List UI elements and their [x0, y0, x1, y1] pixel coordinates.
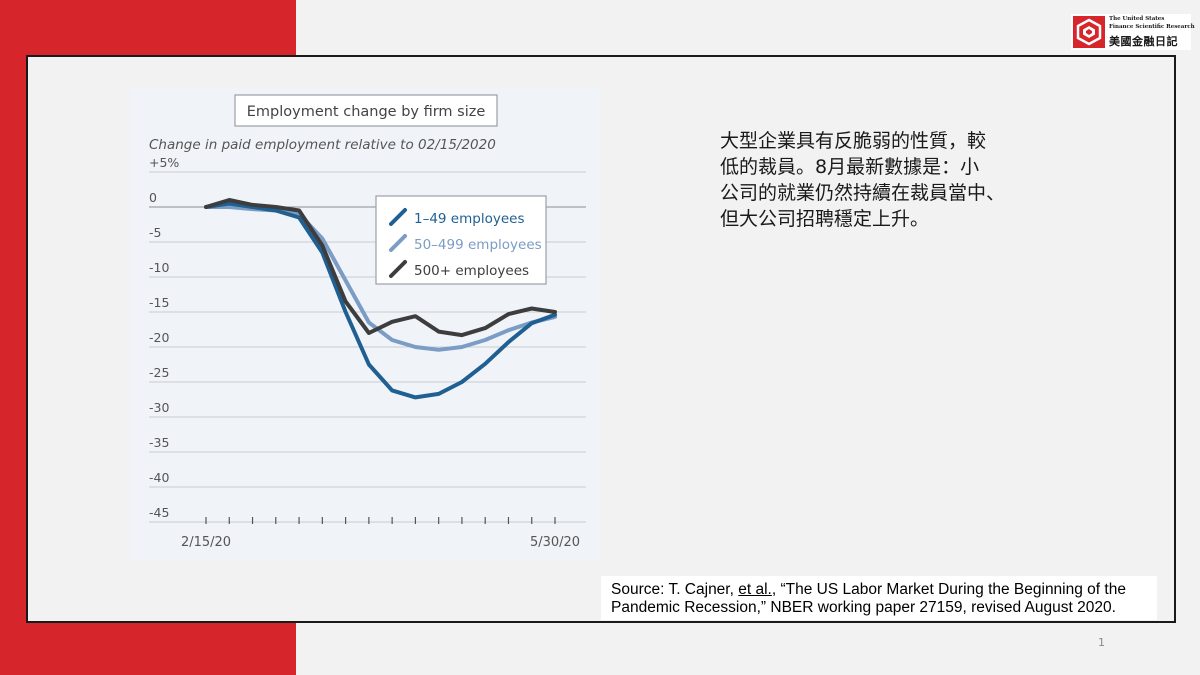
commentary-line: 公司的就業仍然持續在裁員當中、 — [720, 182, 1006, 204]
logo-text-line-2: Finance Scientific Research — [1109, 24, 1195, 30]
source-line-1: Source: T. Cajner, et al., “The US Labor… — [611, 581, 1126, 599]
brand-logo-icon — [1073, 16, 1105, 48]
legend-label: 500+ employees — [414, 263, 529, 279]
y-tick-label: -5 — [149, 225, 161, 240]
y-tick-label: -20 — [149, 330, 169, 345]
y-tick-label: +5% — [149, 155, 179, 170]
employment-line-chart: +5% 0 -5 -10 -15 -20 -25 -30 -35 -40 -45 2/15/20 5/… — [149, 94, 586, 550]
y-tick-label: -45 — [149, 505, 169, 520]
brand-logo: The United States Finance Scientific Res… — [1071, 14, 1195, 50]
legend-swatch — [389, 260, 407, 278]
series-line-small-firms — [204, 201, 557, 400]
commentary-line: 低的裁員。8月最新數據是：小 — [720, 156, 980, 178]
page-number: 1 — [1098, 636, 1105, 649]
y-axis-label: Change in paid employment relative to 02… — [149, 137, 496, 153]
y-tick-label: -25 — [149, 365, 169, 380]
y-tick-label: -30 — [149, 400, 169, 415]
source-line-2: Pandemic Recession,” NBER working paper … — [611, 599, 1116, 616]
source-title-part: , “The US Labor Market During the Beginn… — [771, 581, 1126, 598]
logo-text-line-1: The United States — [1109, 16, 1165, 22]
legend-label: 1–49 employees — [414, 211, 524, 227]
y-tick-label: -35 — [149, 435, 169, 450]
source-prefix: Source: T. Cajner, — [611, 581, 739, 598]
x-tick-label-first: 2/15/20 — [181, 535, 231, 550]
chart-title-box — [234, 94, 498, 127]
commentary-line: 大型企業具有反脆弱的性質，較 — [720, 130, 987, 152]
source-etal-link[interactable]: et al. — [738, 581, 772, 598]
x-tick-label-last: 5/30/20 — [530, 535, 580, 550]
employment-chart-panel: +5% 0 -5 -10 -15 -20 -25 -30 -35 -40 -45 2/15/20 5/… — [130, 88, 600, 561]
legend-swatch — [389, 208, 407, 226]
series-line-large-firms — [204, 198, 557, 338]
legend-swatch — [389, 234, 407, 252]
chart-commentary: 大型企業具有反脆弱的性質，較 低的裁員。8月最新數據是：小 公司的就業仍然持續在… — [720, 128, 1070, 232]
chart-title: Employment change by firm size — [247, 104, 486, 120]
commentary-line: 但大公司招聘穩定上升。 — [720, 208, 930, 230]
y-tick-label: 0 — [149, 190, 157, 205]
y-tick-label: -40 — [149, 470, 169, 485]
logo-text-line-3: 美國金融日記 — [1109, 35, 1178, 48]
source-citation: Source: T. Cajner, et al., “The US Labor… — [601, 576, 1157, 620]
y-tick-label: -10 — [149, 260, 169, 275]
legend-label: 50–499 employees — [414, 237, 542, 253]
y-tick-label: -15 — [149, 295, 169, 310]
